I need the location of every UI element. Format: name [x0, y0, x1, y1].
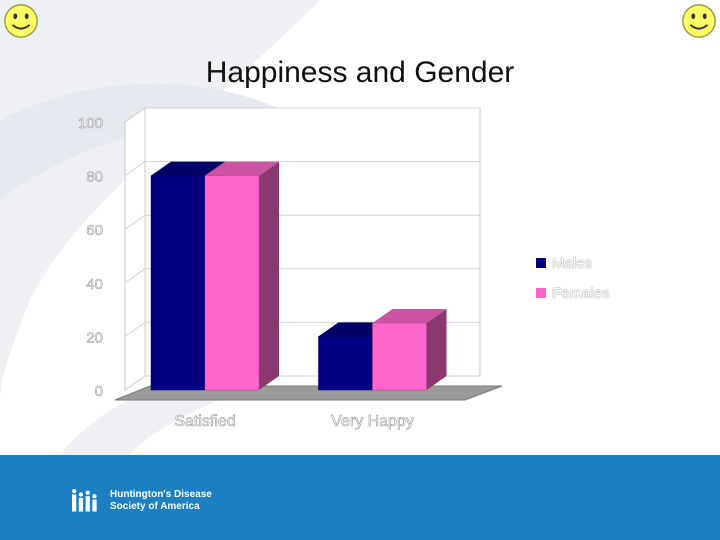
gridline	[124, 161, 480, 177]
gridline	[124, 268, 480, 284]
gridline	[124, 107, 480, 123]
bar	[318, 336, 373, 391]
slide-title: Happiness and Gender	[205, 56, 515, 89]
y-tick-label: 100	[78, 115, 103, 132]
legend-item: Males	[536, 254, 610, 272]
smiley-face-icon	[4, 4, 38, 38]
bar-top	[372, 309, 447, 323]
x-tick-label: Satisfied	[174, 413, 235, 430]
bar	[204, 175, 260, 391]
organization-name: Huntington's Disease Society of America	[110, 489, 212, 512]
legend-label: Males	[552, 254, 593, 272]
bar	[150, 175, 206, 391]
footer-bar: Huntington's Disease Society of America	[0, 455, 720, 540]
y-tick-label: 80	[86, 169, 103, 186]
bar	[372, 322, 427, 391]
bar-top	[205, 161, 279, 176]
legend-swatch	[536, 258, 546, 268]
bar-chart: 0 20 40 60 80 100 Satisfied Very Happy	[78, 107, 503, 430]
side-wall	[124, 107, 146, 391]
gridline	[124, 214, 480, 230]
y-tick-label: 20	[86, 329, 103, 346]
smiley-face-icon	[682, 4, 716, 38]
legend-label: Females	[552, 284, 610, 302]
y-tick-label: 60	[86, 222, 103, 239]
legend-swatch	[536, 288, 546, 298]
x-tick-label: Very Happy	[331, 413, 414, 430]
bar-side	[259, 161, 279, 390]
legend-item: Females	[536, 284, 610, 302]
chart-legend: Males Females	[536, 255, 610, 315]
bar-side	[426, 309, 447, 390]
hdsa-logo-icon	[72, 488, 97, 512]
y-tick-label: 40	[86, 276, 103, 293]
y-tick-label: 0	[95, 383, 103, 400]
bar-top	[151, 161, 225, 176]
